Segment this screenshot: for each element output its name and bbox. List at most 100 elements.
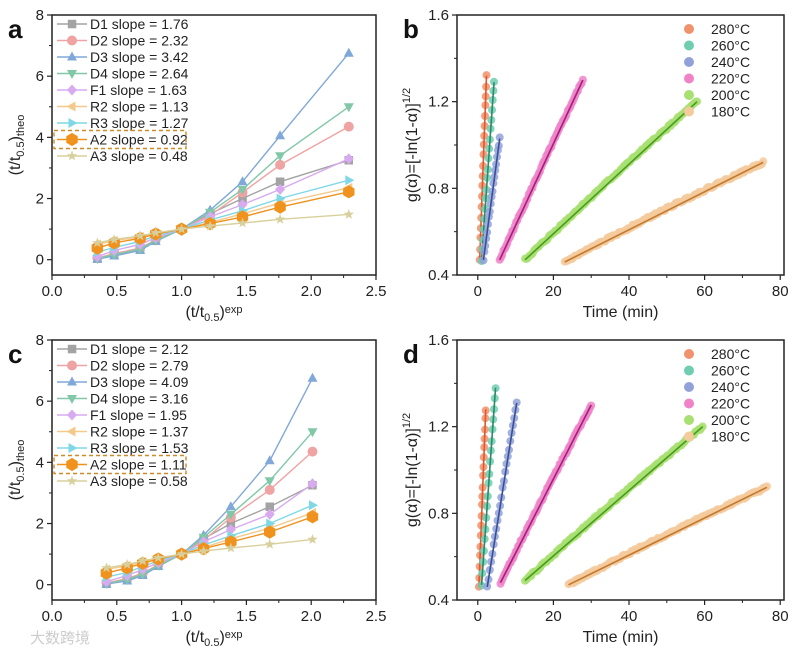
marker-star (198, 545, 209, 556)
fit-line (568, 486, 768, 586)
legend-marker (684, 106, 694, 117)
marker-square (67, 19, 77, 29)
marker-circle (343, 121, 354, 132)
x-tick-label: 0.5 (106, 608, 127, 625)
y-axis-label: (t/t0.5)theo (7, 440, 27, 501)
data-point (482, 71, 491, 80)
legend-label: 200°C (711, 87, 750, 103)
legend-label: R2 slope = 1.37 (90, 424, 189, 440)
marker-hexagon (66, 457, 78, 472)
x-axis-label: Time (min) (583, 629, 659, 646)
marker-triangle-down (343, 103, 354, 113)
y-tick-label: 0.8 (428, 505, 449, 522)
marker-star (137, 555, 148, 566)
marker-square (67, 344, 77, 354)
fit-line (524, 426, 704, 582)
fit-line (524, 101, 698, 261)
y-tick-label: 1.2 (428, 419, 449, 436)
legend-label: R2 slope = 1.13 (90, 99, 189, 115)
marker-hexagon (306, 510, 319, 524)
fit-line (480, 387, 497, 585)
x-axis-label-part: exp (225, 304, 243, 316)
marker-star (109, 234, 120, 244)
marker-star (101, 562, 112, 573)
y-axis-label: g(α)=[-ln(1-α)]1/2 (401, 413, 421, 527)
legend-label: 200°C (711, 412, 750, 428)
x-axis-label: (t/t0.5)exp (185, 629, 242, 649)
legend-label: 180°C (711, 104, 750, 120)
data-point (479, 256, 488, 265)
x-tick-label: 2.0 (301, 608, 322, 625)
fit-line (478, 409, 487, 588)
y-tick-label: 8 (36, 332, 44, 349)
legend-marker (684, 398, 694, 409)
legend-label: D1 slope = 1.76 (90, 16, 189, 32)
data-point (578, 75, 587, 84)
y-tick-label: 4 (36, 454, 44, 471)
y-axis-label-part: ) (7, 461, 24, 466)
marker-triangle-up (237, 176, 248, 186)
marker-circle (275, 159, 286, 170)
marker-triangle-right (309, 500, 318, 511)
fit-line (564, 161, 764, 263)
marker-star (237, 217, 248, 228)
marker-star (153, 552, 164, 563)
series-A3: A3 slope = 0.48 (57, 148, 354, 248)
legend-label: 280°C (711, 21, 750, 37)
panel-a: a0.0 0.5 1.0 1.5 2.0 2.502468(t/t0.5)exp(t/t0… (7, 7, 386, 324)
legend-label: A3 slope = 0.48 (90, 148, 188, 164)
marker-star (176, 223, 187, 234)
marker-triangle-right (68, 443, 78, 453)
legend-label: 220°C (711, 71, 750, 87)
marker-star (307, 533, 318, 544)
marker-triangle-down (67, 395, 77, 404)
y-axis-label-main: g(α)=[-ln(1-α)] (404, 428, 421, 527)
y-tick-label: 1.6 (428, 332, 449, 349)
marker-triangle-down (67, 70, 77, 79)
marker-hexagon (274, 200, 286, 214)
legend-marker (684, 57, 694, 67)
data-point (495, 133, 504, 142)
fit-line (498, 79, 584, 261)
y-tick-label: 0 (36, 252, 44, 269)
marker-star (343, 208, 354, 219)
y-axis-label-part: 0.5 (15, 141, 27, 156)
legend-marker (684, 365, 694, 376)
x-tick-label: 1.5 (236, 283, 257, 300)
marker-diamond (67, 84, 77, 96)
panel-b: b 0 20 40 60 80 0.4 0.8 1.2 1.6 Time (min) g(α)=[-l… (401, 7, 789, 321)
x-tick-label: 60 (696, 608, 713, 625)
legend-label: F1 slope = 1.63 (90, 82, 187, 98)
x-tick-label: 20 (545, 608, 562, 625)
marker-triangle-down (135, 245, 146, 255)
x-tick-label: 1.0 (171, 608, 192, 625)
legend-label: R3 slope = 1.53 (90, 440, 189, 456)
panel-label: c (8, 339, 22, 369)
y-axis-label-sup: 1/2 (401, 413, 413, 428)
data-point (490, 77, 498, 86)
x-axis-label-part: (t/t (185, 304, 204, 321)
legend-marker (684, 24, 694, 34)
panel-label: d (403, 339, 419, 369)
y-tick-label: 4 (36, 129, 44, 146)
legend-label: D4 slope = 3.16 (90, 391, 189, 407)
marker-star (204, 220, 216, 231)
x-tick-label: 0.0 (42, 608, 63, 625)
marker-triangle-down (225, 510, 236, 520)
marker-triangle-up (307, 372, 318, 382)
legend-label: D2 slope = 2.32 (90, 33, 189, 49)
y-tick-label: 6 (36, 393, 44, 410)
y-tick-label: 1.6 (428, 7, 449, 24)
legend-label: D4 slope = 2.64 (90, 66, 189, 82)
y-tick-label: 0.4 (428, 267, 449, 284)
y-tick-label: 6 (36, 68, 44, 85)
y-tick-label: 0 (36, 577, 44, 594)
legend-label: A2 slope = 1.11 (90, 457, 187, 473)
marker-triangle-up (275, 130, 286, 140)
x-tick-label: 20 (545, 283, 562, 300)
x-axis-label-part: (t/t (185, 629, 204, 646)
marker-triangle-down (264, 477, 275, 487)
legend-label: A3 slope = 0.58 (90, 473, 188, 489)
marker-diamond (307, 478, 318, 490)
